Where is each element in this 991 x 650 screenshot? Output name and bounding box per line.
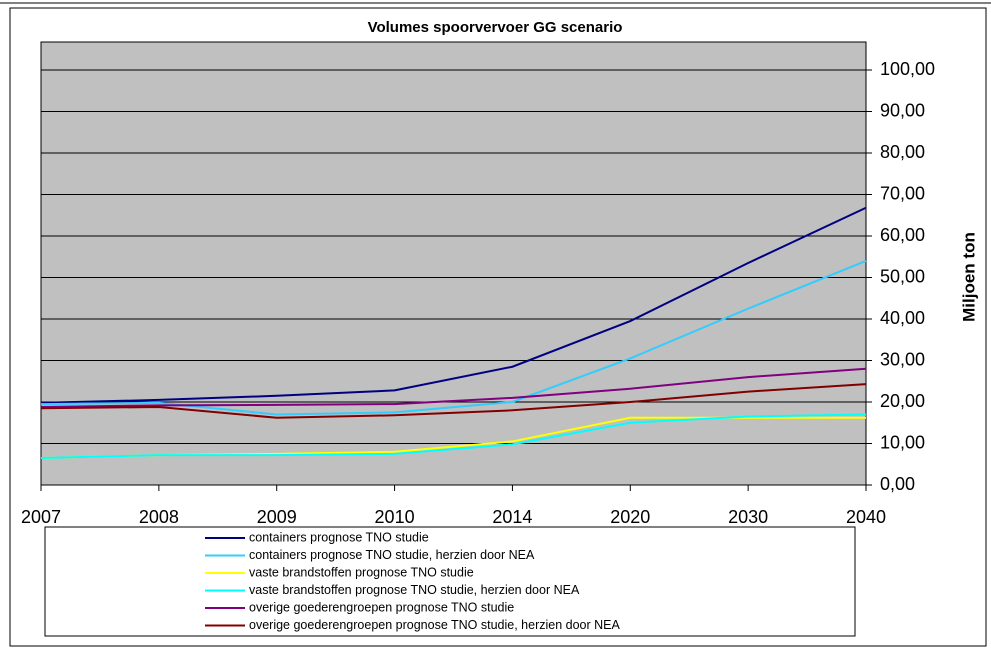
y-tick-label: 70,00 <box>880 183 925 203</box>
x-tick-label: 2040 <box>846 507 886 527</box>
y-tick-label: 20,00 <box>880 391 925 411</box>
series-line <box>40 413 867 460</box>
y-tick-label: 60,00 <box>880 225 925 245</box>
y-tick-label: 90,00 <box>880 100 925 120</box>
x-tick-label: 2030 <box>728 507 768 527</box>
series-line <box>40 383 867 419</box>
x-tick-label: 2010 <box>375 507 415 527</box>
x-tick-label: 2009 <box>257 507 297 527</box>
y-tick-label: 40,00 <box>880 308 925 328</box>
legend-box <box>44 526 856 637</box>
y-tick-label: 10,00 <box>880 432 925 452</box>
legend-label: vaste brandstoffen prognose TNO studie <box>249 565 474 579</box>
y-tick-label: 0,00 <box>880 474 915 494</box>
series-line <box>40 367 867 408</box>
y-axis-label: Miljoen ton <box>959 232 978 322</box>
x-tick-label: 2007 <box>21 507 61 527</box>
legend-label: containers prognose TNO studie <box>249 530 429 544</box>
chart-title: Volumes spoorvervoer GG scenario <box>368 19 623 36</box>
y-tick-label: 30,00 <box>880 349 925 369</box>
y-tick-label: 50,00 <box>880 266 925 286</box>
legend-label: containers prognose TNO studie, herzien … <box>249 548 535 562</box>
y-tick-label: 100,00 <box>880 59 935 79</box>
chart-frame <box>9 7 987 647</box>
x-tick-label: 2008 <box>139 507 179 527</box>
legend-label: vaste brandstoffen prognose TNO studie, … <box>249 583 580 597</box>
x-tick-label: 2020 <box>610 507 650 527</box>
legend-label: overige goederengroepen prognose TNO stu… <box>249 618 621 632</box>
legend-label: overige goederengroepen prognose TNO stu… <box>249 600 514 614</box>
series-line <box>40 206 867 404</box>
y-tick-label: 80,00 <box>880 142 925 162</box>
plot-area <box>40 41 867 486</box>
x-tick-label: 2014 <box>492 507 532 527</box>
